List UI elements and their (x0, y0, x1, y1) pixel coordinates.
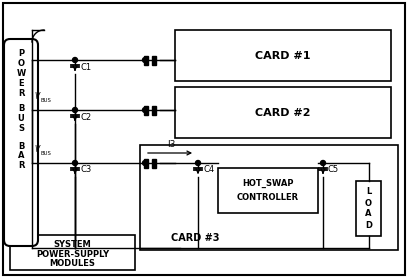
Bar (356, 181, 381, 236)
Text: HOT_SWAP: HOT_SWAP (242, 179, 294, 188)
Text: $V$: $V$ (34, 143, 42, 154)
Circle shape (142, 160, 148, 165)
Text: R: R (18, 162, 24, 170)
Bar (144, 158, 148, 168)
Circle shape (321, 160, 326, 165)
Bar (144, 105, 148, 115)
Text: O: O (18, 58, 24, 68)
Text: A: A (18, 152, 24, 160)
Text: $V$: $V$ (34, 90, 42, 101)
Text: SYSTEM: SYSTEM (53, 240, 91, 249)
Bar (144, 56, 148, 64)
Bar (140, 145, 398, 250)
Text: CARD #2: CARD #2 (255, 108, 311, 118)
Circle shape (195, 160, 200, 165)
Bar (10, 235, 135, 270)
Text: POWER-SUPPLY: POWER-SUPPLY (36, 250, 109, 259)
Bar (175, 30, 391, 81)
Bar (152, 56, 156, 64)
Circle shape (73, 160, 78, 165)
Text: S: S (18, 123, 24, 133)
FancyBboxPatch shape (4, 39, 38, 246)
Text: C1: C1 (80, 63, 91, 71)
Circle shape (73, 108, 78, 113)
Text: B: B (18, 142, 24, 150)
Text: C2: C2 (80, 113, 91, 121)
Circle shape (142, 108, 148, 113)
Text: CONTROLLER: CONTROLLER (237, 193, 299, 202)
Text: CARD #1: CARD #1 (255, 51, 311, 61)
Bar (152, 105, 156, 115)
Text: O: O (365, 198, 372, 207)
Text: C4: C4 (203, 165, 214, 175)
Text: BUS: BUS (40, 151, 51, 156)
Text: E: E (18, 78, 24, 88)
Text: CARD #3: CARD #3 (171, 233, 219, 243)
Text: R: R (18, 88, 24, 98)
Circle shape (142, 58, 148, 63)
Text: C5: C5 (328, 165, 339, 175)
Text: I3: I3 (167, 140, 176, 149)
Circle shape (73, 58, 78, 63)
Text: D: D (365, 220, 372, 230)
Text: MODULES: MODULES (49, 259, 95, 267)
Text: B: B (18, 103, 24, 113)
Text: W: W (16, 68, 26, 78)
Text: U: U (18, 113, 24, 123)
Bar (152, 158, 156, 168)
Text: A: A (365, 210, 372, 219)
Bar (175, 87, 391, 138)
Text: BUS: BUS (40, 98, 51, 103)
Bar (218, 168, 318, 213)
Text: C3: C3 (80, 165, 91, 175)
Text: P: P (18, 48, 24, 58)
Text: L: L (366, 187, 371, 197)
